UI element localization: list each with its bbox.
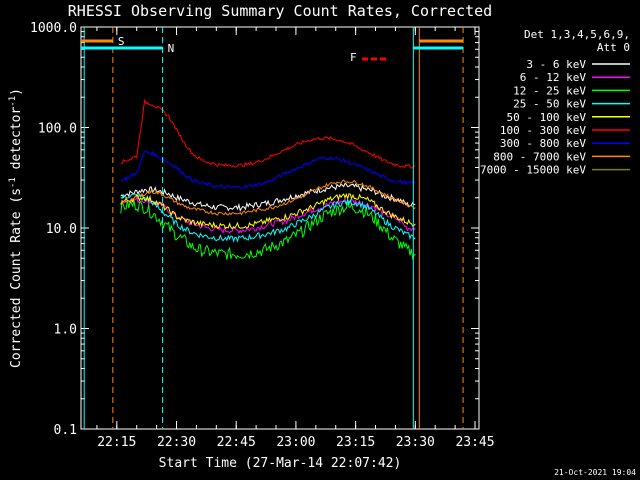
y-axis-label-start: Corrected Count Rate (s <box>9 188 24 368</box>
legend-label: 300 - 800 keV <box>500 137 586 150</box>
y-tick-label: 1000.0 <box>30 21 77 36</box>
y-axis-label: Corrected Count Rate (s-1 detector-1) <box>8 88 24 368</box>
x-tick-label: 23:30 <box>396 435 435 450</box>
x-axis: 22:15 22:30 22:45 23:00 23:15 23:30 23:45 <box>96 27 495 450</box>
x-tick-label: 22:30 <box>157 435 196 450</box>
y-axis-label-mid: detector <box>9 107 24 178</box>
x-tick-label: 23:15 <box>336 435 375 450</box>
flare-label: F <box>350 51 357 64</box>
y-axis-label-sup1: -1 <box>8 177 18 188</box>
chart-title: RHESSI Observing Summary Count Rates, Co… <box>68 2 492 20</box>
legend-label: 3 - 6 keV <box>526 58 586 71</box>
x-tick-label: 22:45 <box>217 435 256 450</box>
night-label: N <box>168 42 175 55</box>
y-tick-label: 10.0 <box>46 222 77 237</box>
series-lines <box>120 98 416 261</box>
x-tick-label: 22:15 <box>97 435 136 450</box>
legend-label: 25 - 50 keV <box>513 98 586 111</box>
y-axis-label-end: ) <box>9 88 24 96</box>
legend-label: 6 - 12 keV <box>520 71 587 84</box>
footer-date: 21-Oct-2021 19:04 <box>554 468 636 477</box>
legend-label: 7000 - 15000 keV <box>480 164 586 177</box>
series-line <box>120 192 416 230</box>
x-axis-label: Start Time (27-Mar-14 22:07:42) <box>159 456 402 471</box>
series-line <box>120 182 416 212</box>
legend-label: 12 - 25 keV <box>513 84 586 97</box>
legend-header-attenuator: Att 0 <box>597 41 630 54</box>
x-tick-label: 23:00 <box>276 435 315 450</box>
y-tick-label: 0.1 <box>54 423 77 438</box>
legend-label: 100 - 300 keV <box>500 124 586 137</box>
saa-label: S <box>118 35 125 48</box>
y-tick-label: 1.0 <box>54 323 77 338</box>
series-line <box>120 98 416 169</box>
y-axis-label-sup2: -1 <box>8 96 18 107</box>
legend-label: 50 - 100 keV <box>507 111 587 124</box>
series-line <box>120 192 416 243</box>
series-line <box>120 179 416 216</box>
legend-label: 800 - 7000 keV <box>493 150 586 163</box>
series-line <box>120 149 416 190</box>
x-tick-label: 23:45 <box>455 435 494 450</box>
y-tick-label: 100.0 <box>38 122 77 137</box>
legend-header-detectors: Det 1,3,4,5,6,9, <box>524 28 630 41</box>
observing-markers: S N F <box>81 27 464 429</box>
